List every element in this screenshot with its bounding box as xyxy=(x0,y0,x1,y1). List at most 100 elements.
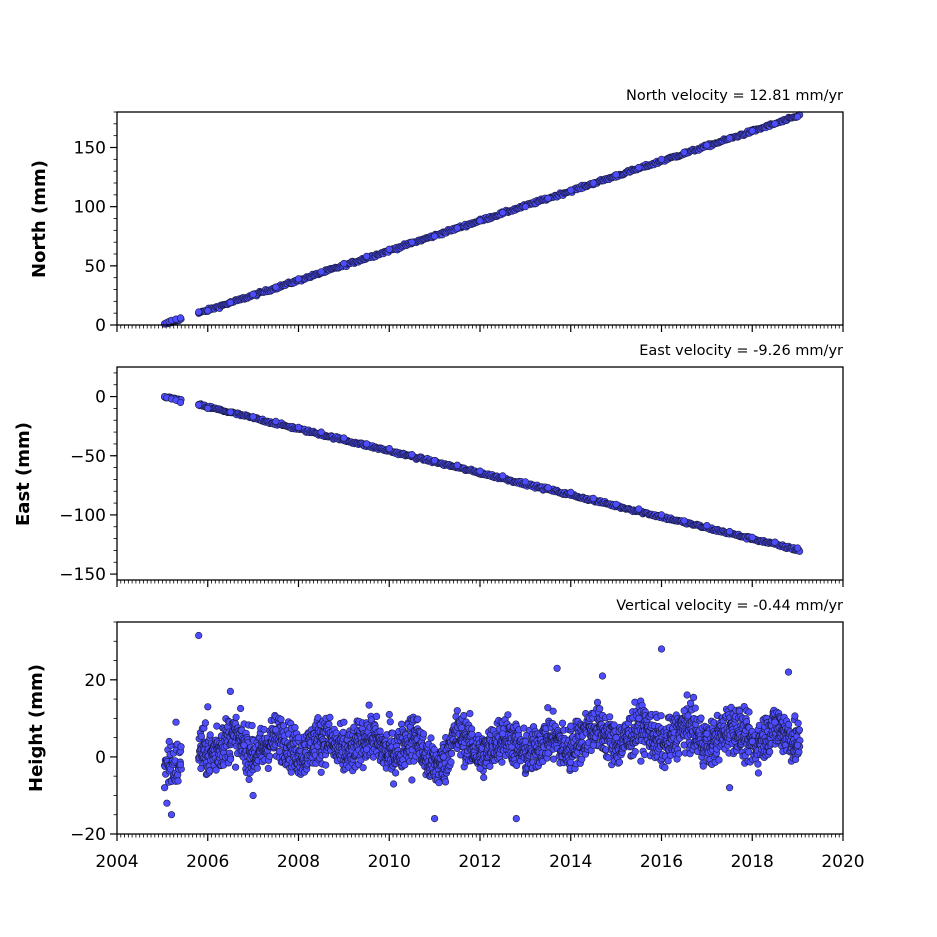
data-point-height xyxy=(606,713,614,721)
y-tick-label-height: −20 xyxy=(70,825,106,845)
data-point-height xyxy=(615,758,624,766)
data-point-north xyxy=(680,148,688,156)
data-point-height xyxy=(197,764,205,773)
data-point-height xyxy=(447,749,456,758)
data-point-north xyxy=(703,141,711,149)
y-tick-label-east: −150 xyxy=(59,565,106,585)
data-point-north xyxy=(521,203,530,211)
data-point-north xyxy=(195,308,203,316)
data-point-height xyxy=(232,713,240,721)
data-point-north xyxy=(294,275,303,283)
data-point-height xyxy=(661,763,669,772)
data-point-east xyxy=(680,517,688,525)
data-point-north xyxy=(272,283,280,291)
data-point-height xyxy=(227,755,235,763)
data-point-height xyxy=(791,712,799,720)
data-point-height xyxy=(176,760,185,769)
data-point-height xyxy=(167,811,176,819)
data-point-east xyxy=(363,440,371,448)
data-point-height xyxy=(596,705,604,713)
data-point-height xyxy=(414,715,422,723)
east-data-points xyxy=(161,393,804,555)
y-tick-label-north: 50 xyxy=(84,257,106,277)
data-point-height xyxy=(793,741,802,749)
data-point-north xyxy=(317,268,325,276)
data-point-height xyxy=(365,701,373,709)
data-point-height xyxy=(754,769,763,777)
data-point-north xyxy=(453,224,461,232)
data-point-north xyxy=(635,164,643,172)
data-point-east xyxy=(431,456,439,465)
data-point-north xyxy=(249,290,257,298)
data-point-height xyxy=(553,664,561,672)
data-point-east xyxy=(226,408,234,416)
data-point-east xyxy=(544,484,552,492)
data-point-height xyxy=(544,749,552,757)
data-point-height xyxy=(715,756,723,764)
data-point-height xyxy=(325,720,333,728)
data-point-height xyxy=(213,722,221,730)
data-point-height xyxy=(598,672,607,680)
data-point-height xyxy=(340,718,348,726)
data-point-height xyxy=(197,732,205,741)
data-point-height xyxy=(567,722,575,730)
data-point-height xyxy=(476,764,484,773)
data-point-height xyxy=(480,773,488,782)
data-point-height xyxy=(390,780,398,788)
data-point-height xyxy=(237,704,245,713)
data-point-height xyxy=(725,784,734,792)
y-tick-label-east: −50 xyxy=(70,447,106,467)
data-point-height xyxy=(172,718,180,726)
data-point-east xyxy=(589,494,598,503)
height-panel-title: Vertical velocity = -0.44 mm/yr xyxy=(616,598,843,614)
x-tick-label: 2012 xyxy=(458,852,501,872)
data-point-height xyxy=(277,715,285,723)
data-point-height xyxy=(589,741,598,749)
data-point-height xyxy=(195,631,203,640)
data-point-east xyxy=(272,417,280,426)
data-point-height xyxy=(294,733,303,742)
data-point-height xyxy=(784,720,793,729)
data-point-north xyxy=(793,113,802,121)
data-point-east xyxy=(612,500,620,508)
data-point-north xyxy=(589,179,598,187)
data-point-height xyxy=(498,758,506,766)
data-point-east xyxy=(476,467,484,475)
data-point-north xyxy=(725,134,734,142)
data-point-east xyxy=(725,527,734,536)
data-point-north xyxy=(385,245,393,253)
data-point-height xyxy=(326,713,334,722)
data-point-height xyxy=(754,760,762,768)
y-tick-label-height: 20 xyxy=(84,671,106,691)
data-point-east xyxy=(657,511,666,519)
data-point-height xyxy=(447,758,455,766)
data-point-north xyxy=(204,307,212,315)
data-point-east xyxy=(635,505,643,513)
x-tick-label: 2010 xyxy=(368,852,411,872)
data-point-height xyxy=(363,745,371,753)
north-y-axis-label: North (mm) xyxy=(29,160,50,278)
data-point-height xyxy=(376,727,384,735)
data-point-north xyxy=(408,238,416,246)
data-point-height xyxy=(440,753,448,761)
east-panel: East velocity = -9.26 mm/yr East (mm) 0 −… xyxy=(13,343,844,587)
data-point-east xyxy=(499,472,507,480)
data-point-north xyxy=(499,209,507,217)
data-point-height xyxy=(206,767,214,775)
data-point-height xyxy=(322,761,330,769)
data-point-north xyxy=(771,120,779,128)
x-tick-label: 2006 xyxy=(186,852,229,872)
data-point-height xyxy=(748,737,756,746)
east-axis-ticks: 0 −50 −100 −150 xyxy=(59,372,844,587)
east-y-axis-label: East (mm) xyxy=(13,422,34,526)
x-tick-label: 2020 xyxy=(821,852,864,872)
data-point-height xyxy=(771,718,779,726)
x-tick-label: 2016 xyxy=(640,852,683,872)
data-point-north xyxy=(176,314,185,322)
data-point-north xyxy=(363,252,371,260)
north-data-points xyxy=(161,111,804,328)
data-point-north xyxy=(476,217,484,225)
data-point-east xyxy=(521,478,530,486)
data-point-east xyxy=(793,544,802,552)
